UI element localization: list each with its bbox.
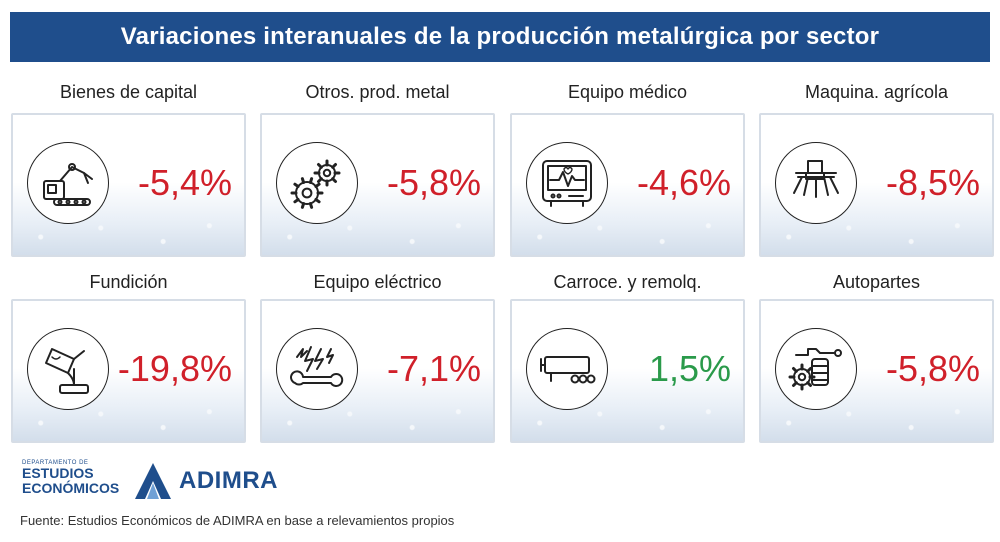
sector-label-carroce-y-remolq: Carroce. y remolq. (553, 272, 702, 292)
sector-label-otros-prod-metal: Otros. prod. metal (305, 82, 450, 102)
sector-card-maquina-agricola: -8,5% (759, 113, 994, 257)
adimra-logo-name: ADIMRA (179, 467, 278, 494)
sector-card-bienes-de-capital: -5,4% (11, 113, 246, 257)
sector-value-maquina-agricola: -8,5% (885, 162, 980, 203)
sector-value-carroce-y-remolq: 1,5% (648, 348, 731, 389)
source-note: Fuente: Estudios Económicos de ADIMRA en… (20, 513, 455, 528)
chart-title: Variaciones interanuales de la producció… (10, 12, 990, 62)
dept-logo: DEPARTAMENTO DE ESTUDIOS ECONÓMICOS (22, 460, 122, 496)
sector-label-maquina-agricola: Maquina. agrícola (804, 82, 949, 102)
sector-value-equipo-medico: -4,6% (636, 162, 731, 203)
sector-label-bienes-de-capital: Bienes de capital (59, 82, 198, 102)
gears-icon (276, 142, 358, 224)
sector-card-carroce-y-remolq: 1,5% (510, 299, 745, 443)
foundry-ladle-icon (27, 328, 109, 410)
adimra-logo-mark-icon (135, 463, 171, 499)
sector-label-autopartes: Autopartes (832, 272, 921, 292)
sector-value-fundicion: -19,8% (117, 348, 232, 389)
dept-logo-line1: ESTUDIOS (22, 465, 94, 481)
sector-label-equipo-electrico: Equipo eléctrico (313, 272, 442, 292)
sector-value-bienes-de-capital: -5,4% (137, 162, 232, 203)
engine-parts-icon (775, 328, 857, 410)
sector-value-autopartes: -5,8% (885, 348, 980, 389)
sector-card-equipo-electrico: -7,1% (260, 299, 495, 443)
electric-wrench-icon (276, 328, 358, 410)
adimra-logo: ADIMRA (133, 461, 278, 501)
trailer-icon (526, 328, 608, 410)
sector-card-equipo-medico: -4,6% (510, 113, 745, 257)
sprayer-icon (775, 142, 857, 224)
heart-monitor-icon (526, 142, 608, 224)
sector-card-otros-prod-metal: -5,8% (260, 113, 495, 257)
sector-label-equipo-medico: Equipo médico (567, 82, 688, 102)
sector-card-fundicion: -19,8% (11, 299, 246, 443)
robot-arm-icon (27, 142, 109, 224)
dept-logo-small: DEPARTAMENTO DE (22, 460, 89, 466)
dept-logo-line2: ECONÓMICOS (22, 480, 120, 496)
sector-label-fundicion: Fundición (89, 272, 168, 292)
sector-card-autopartes: -5,8% (759, 299, 994, 443)
sector-value-equipo-electrico: -7,1% (386, 348, 481, 389)
sector-value-otros-prod-metal: -5,8% (386, 162, 481, 203)
